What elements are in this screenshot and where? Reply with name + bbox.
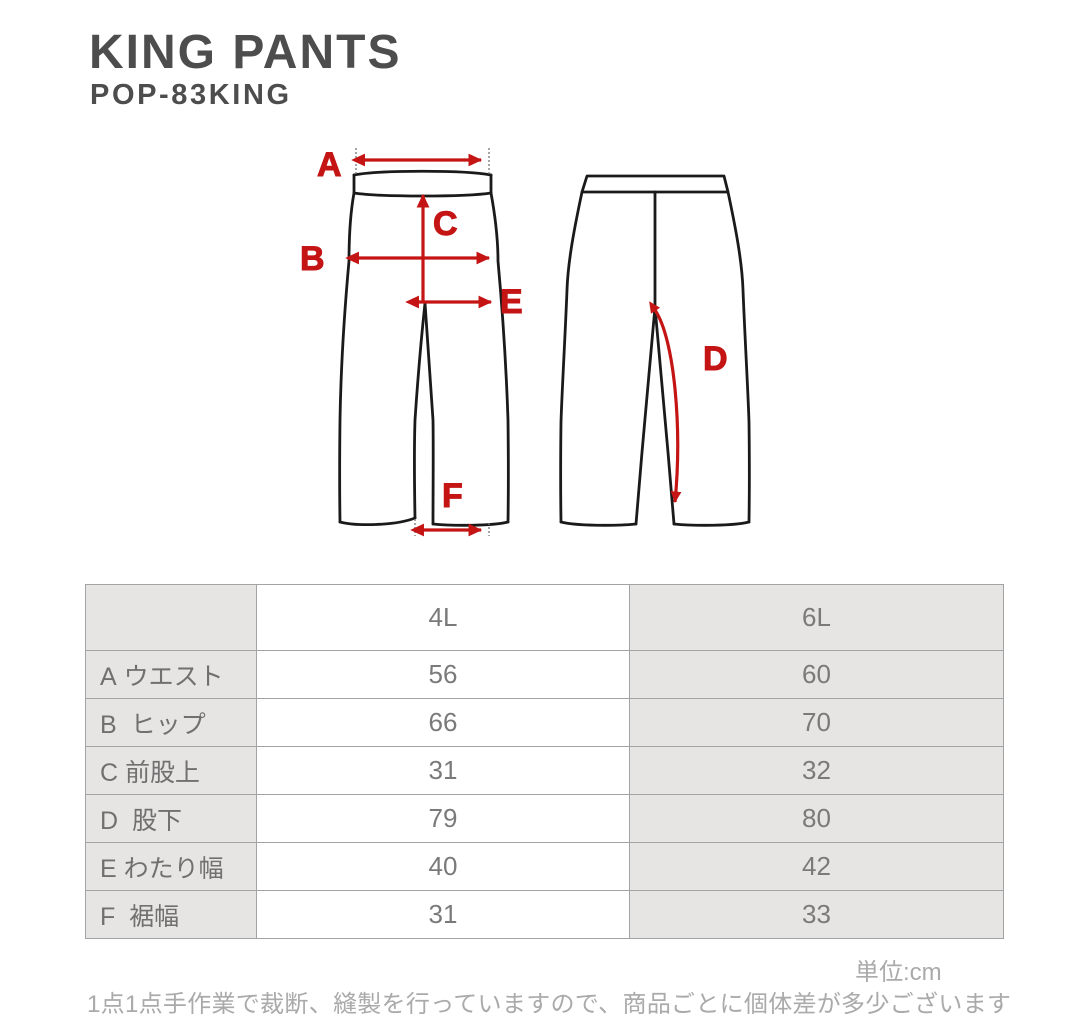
svg-text:C: C	[433, 205, 458, 243]
svg-text:D: D	[703, 340, 728, 378]
svg-text:F: F	[442, 477, 463, 515]
svg-text:E: E	[500, 283, 523, 321]
svg-text:A: A	[317, 146, 342, 184]
svg-text:B: B	[300, 240, 325, 278]
